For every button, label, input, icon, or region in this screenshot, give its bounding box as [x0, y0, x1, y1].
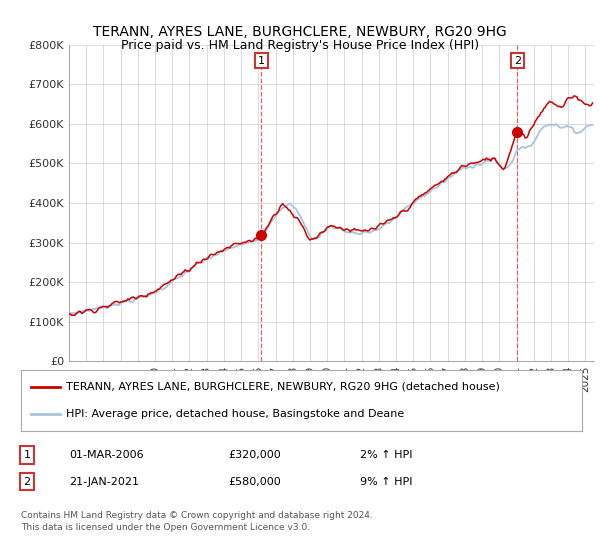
Text: Price paid vs. HM Land Registry's House Price Index (HPI): Price paid vs. HM Land Registry's House … [121, 39, 479, 52]
Text: 1: 1 [258, 55, 265, 66]
Text: 2% ↑ HPI: 2% ↑ HPI [360, 450, 413, 460]
Text: 21-JAN-2021: 21-JAN-2021 [69, 477, 139, 487]
Text: 2: 2 [514, 55, 521, 66]
Text: HPI: Average price, detached house, Basingstoke and Deane: HPI: Average price, detached house, Basi… [66, 409, 404, 419]
Text: TERANN, AYRES LANE, BURGHCLERE, NEWBURY, RG20 9HG (detached house): TERANN, AYRES LANE, BURGHCLERE, NEWBURY,… [66, 382, 500, 392]
Text: £580,000: £580,000 [228, 477, 281, 487]
Text: 2: 2 [23, 477, 31, 487]
Text: TERANN, AYRES LANE, BURGHCLERE, NEWBURY, RG20 9HG: TERANN, AYRES LANE, BURGHCLERE, NEWBURY,… [93, 25, 507, 39]
Text: £320,000: £320,000 [228, 450, 281, 460]
Text: Contains HM Land Registry data © Crown copyright and database right 2024.
This d: Contains HM Land Registry data © Crown c… [21, 511, 373, 532]
Text: 01-MAR-2006: 01-MAR-2006 [69, 450, 143, 460]
Text: 9% ↑ HPI: 9% ↑ HPI [360, 477, 413, 487]
Text: 1: 1 [23, 450, 31, 460]
